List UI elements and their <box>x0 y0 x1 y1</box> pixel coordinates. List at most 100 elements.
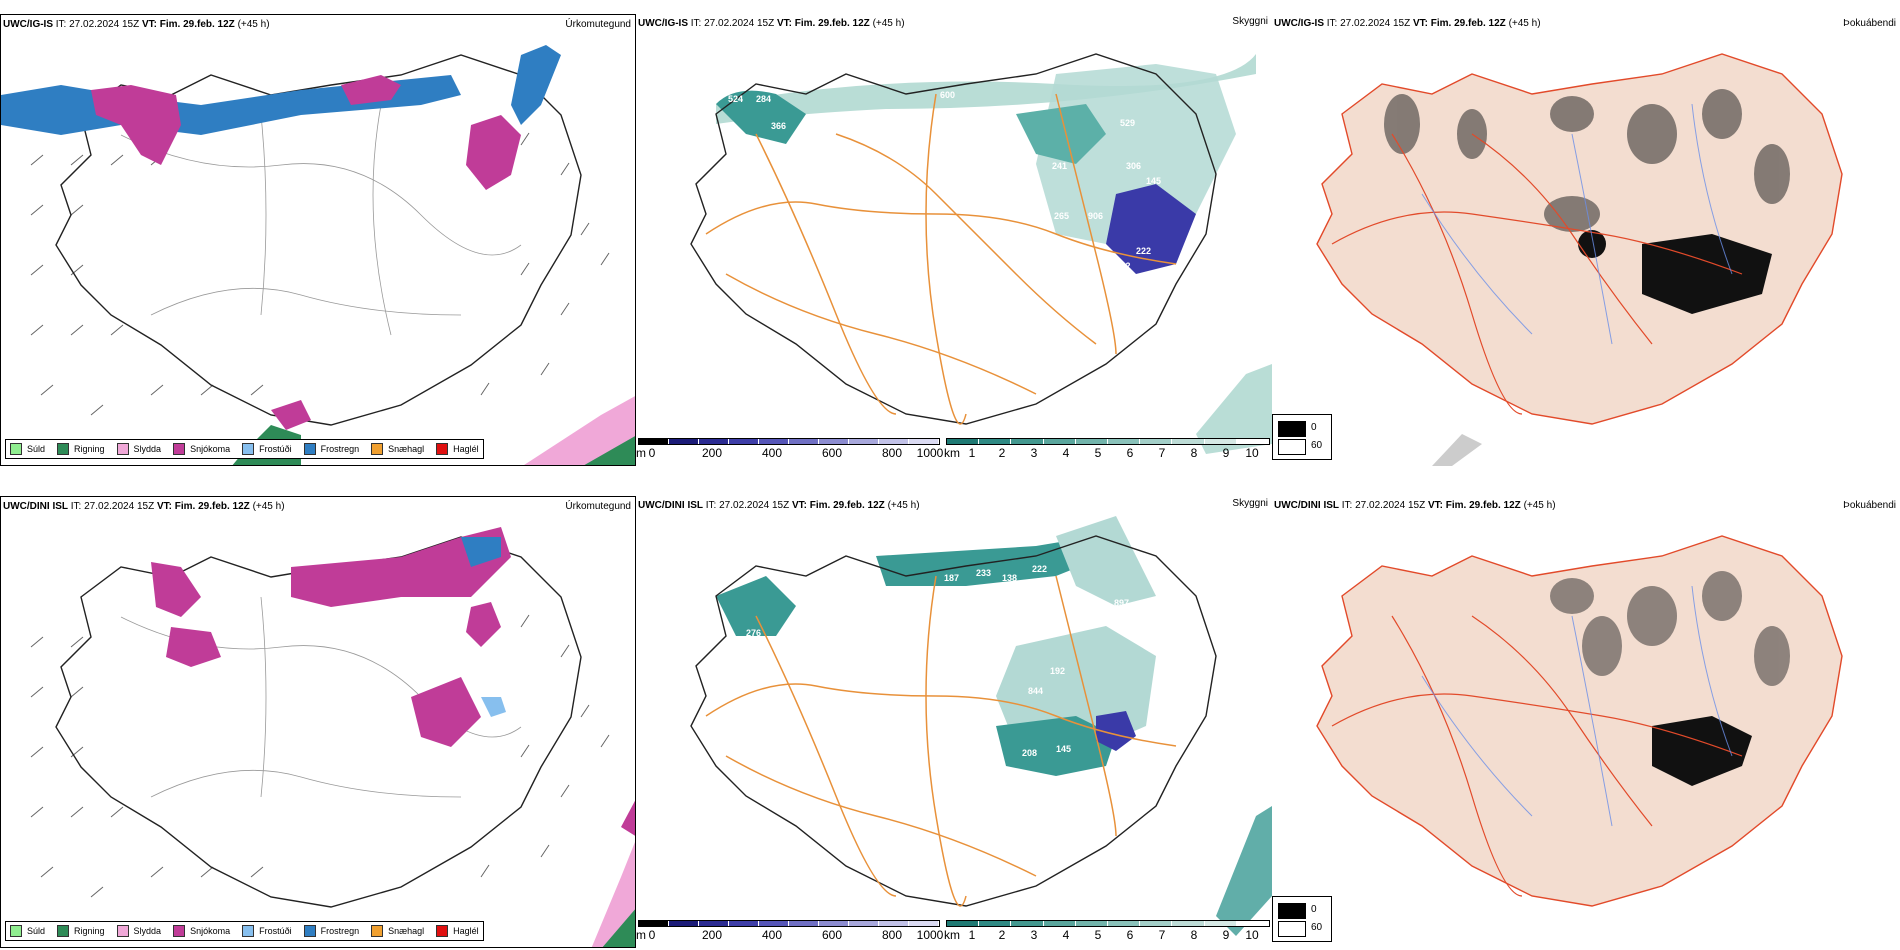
legend-swatch <box>303 443 316 455</box>
legend-swatch <box>10 443 22 455</box>
visibility-value-label: 524 <box>728 94 743 104</box>
legend-swatch <box>173 443 186 455</box>
fog-legend-value: 60 <box>1311 440 1323 451</box>
precip-type-panel-top: UWC/IG-IS IT: 27.02.2024 15Z VT: Fim. 29… <box>0 14 636 466</box>
visibility-tick: 10 <box>1245 446 1259 460</box>
visibility-tick: 5 <box>1094 446 1102 460</box>
fog-legend-value: 60 <box>1311 922 1323 933</box>
panel-title: Skyggni <box>1232 16 1268 27</box>
elevation-unit: m <box>636 928 646 942</box>
visibility-tick: 1 <box>968 446 976 460</box>
sleet-area-se-bottom <box>591 842 635 947</box>
precip-legend: Súld Rigning Slydda Snjókoma Frostúði Fr… <box>5 439 484 459</box>
visibility-value-label: 241 <box>1052 161 1067 171</box>
visibility-tick: 7 <box>1158 446 1166 460</box>
elevation-tick: 600 <box>821 446 843 460</box>
fog-legend-black-swatch <box>1278 903 1306 919</box>
visibility-tick: 9 <box>1222 928 1230 942</box>
visibility-value-label: 187 <box>944 573 959 583</box>
fog-legend-value: 0 <box>1311 422 1317 433</box>
panel-header: UWC/IG-IS IT: 27.02.2024 15Z VT: Fim. 29… <box>638 18 905 29</box>
visibility-tick: 4 <box>1062 446 1070 460</box>
legend-swatch <box>242 925 255 937</box>
visibility-value-label: 145 <box>1146 176 1161 186</box>
fog-index-panel-top: UWC/IG-IS IT: 27.02.2024 15Z VT: Fim. 29… <box>1272 14 1900 466</box>
iceland-outline-bottom-2 <box>690 535 1217 907</box>
visibility-value-label: 145 <box>1056 744 1071 754</box>
elevation-colorbar: m 0 200 400 600 800 1000 <box>636 920 943 942</box>
iceland-outline-bottom <box>55 536 582 908</box>
visibility-tick: 8 <box>1190 928 1198 942</box>
precip-map-top <box>1 45 635 465</box>
legend-swatch <box>242 443 255 455</box>
legend-item: Haglél <box>436 443 479 455</box>
visibility-tick: 2 <box>998 928 1006 942</box>
visibility-tick: 6 <box>1126 928 1134 942</box>
visibility-value-label: 265 <box>1054 211 1069 221</box>
elevation-colorbar-swatches <box>638 438 940 445</box>
visibility-colorbar: km 1 2 3 4 5 6 7 8 9 10 <box>944 438 1270 460</box>
visibility-value-label: 192 <box>1050 666 1065 676</box>
visibility-value-label: 529 <box>1120 118 1135 128</box>
elevation-tick: 600 <box>821 928 843 942</box>
visibility-tick: 3 <box>1030 928 1038 942</box>
legend-swatch <box>371 925 384 937</box>
visibility-tick: 4 <box>1062 928 1070 942</box>
visibility-value-label: 138 <box>908 386 923 396</box>
legend-swatch <box>436 443 449 455</box>
visibility-unit: km <box>944 446 960 460</box>
legend-item: Snæhagl <box>371 925 424 937</box>
legend-swatch <box>57 925 70 937</box>
visibility-tick: 3 <box>1030 446 1038 460</box>
visibility-unit: km <box>944 928 960 942</box>
visibility-value-label: 222 <box>1032 564 1047 574</box>
panel-header: UWC/IG-IS IT: 27.02.2024 15Z VT: Fim. 29… <box>1274 18 1541 29</box>
snow-area-nw-top <box>91 85 181 165</box>
visibility-value-label: 222 <box>1136 246 1151 256</box>
panel-header: UWC/DINI ISL IT: 27.02.2024 15Z VT: Fim.… <box>3 501 285 512</box>
visibility-map-top: 524 284 366 600 529 306 265 906 222 112 … <box>690 53 1272 454</box>
legend-item: Snjókoma <box>173 443 230 455</box>
precip-type-panel-bottom: UWC/DINI ISL IT: 27.02.2024 15Z VT: Fim.… <box>0 496 636 948</box>
elevation-tick: 0 <box>648 446 656 460</box>
precip-map-bottom <box>30 527 635 947</box>
elevation-tick: 200 <box>701 446 723 460</box>
fog-legend: 0 60 <box>1272 414 1332 460</box>
visibility-value-label: 189 <box>1051 268 1066 278</box>
visibility-value-label: 906 <box>1088 211 1103 221</box>
legend-swatch <box>303 925 316 937</box>
elevation-colorbar: m 0 200 400 600 800 1000 <box>636 438 943 460</box>
visibility-value-label: 276 <box>746 628 761 638</box>
legend-swatch <box>10 925 22 937</box>
elevation-tick: 800 <box>881 928 903 942</box>
fog-legend-white-swatch <box>1278 921 1306 937</box>
visibility-value-label: 208 <box>1022 748 1037 758</box>
visibility-value-label: 233 <box>976 568 991 578</box>
visibility-value-label: 897 <box>1114 598 1129 608</box>
visibility-map-bottom: 187 233 138 222 545 414 897 276 200 140 … <box>690 516 1272 936</box>
panel-title: Þokuábendi <box>1843 18 1896 29</box>
panel-title: Úrkomutegund <box>565 19 631 30</box>
elevation-colorbar-swatches <box>638 920 940 927</box>
legend-item: Súld <box>10 443 45 455</box>
visibility-value-label: 545 <box>1031 584 1046 594</box>
legend-item: Haglél <box>436 925 479 937</box>
legend-item: Rigning <box>57 443 105 455</box>
visibility-value-label: 306 <box>1126 161 1141 171</box>
visibility-tick: 7 <box>1158 928 1166 942</box>
panel-header: UWC/DINI ISL IT: 27.02.2024 15Z VT: Fim.… <box>1274 500 1556 511</box>
panel-title: Þokuábendi <box>1843 500 1896 511</box>
elevation-tick: 1000 <box>916 446 944 460</box>
iceland-fill-bottom <box>1316 535 1843 907</box>
panel-header: UWC/IG-IS IT: 27.02.2024 15Z VT: Fim. 29… <box>3 19 270 30</box>
visibility-tick: 8 <box>1190 446 1198 460</box>
elevation-unit: m <box>636 446 646 460</box>
visibility-value-label: 284 <box>756 94 771 104</box>
legend-swatch <box>371 443 384 455</box>
visibility-colorbar-swatches <box>946 920 1270 927</box>
legend-item: Frostúði <box>242 443 292 455</box>
legend-item: Snjókoma <box>173 925 230 937</box>
fog-map-bottom <box>1316 535 1843 907</box>
panel-header: UWC/DINI ISL IT: 27.02.2024 15Z VT: Fim.… <box>638 500 920 511</box>
fog-legend-black-swatch <box>1278 421 1306 437</box>
